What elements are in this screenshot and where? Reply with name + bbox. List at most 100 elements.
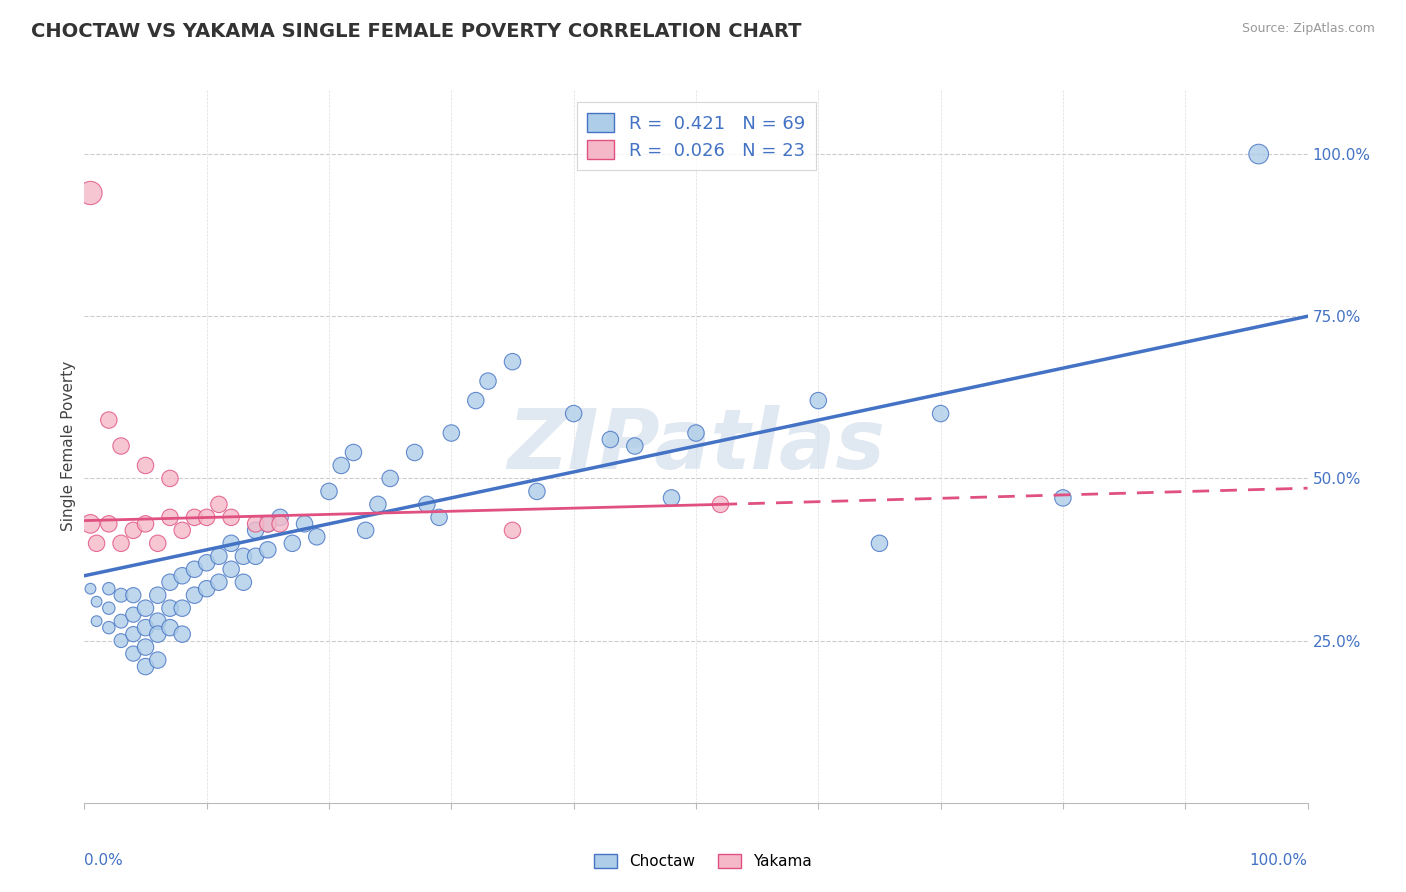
Point	[1247, 147, 1270, 161]
Point	[502, 524, 524, 538]
Point	[110, 588, 132, 602]
Point	[110, 614, 132, 628]
Point	[122, 588, 145, 602]
Text: ZIPatlas: ZIPatlas	[508, 406, 884, 486]
Point	[208, 549, 231, 564]
Point	[807, 393, 830, 408]
Point	[86, 595, 108, 609]
Point	[135, 601, 157, 615]
Point	[232, 575, 254, 590]
Point	[146, 627, 169, 641]
Point	[257, 516, 280, 531]
Point	[110, 536, 132, 550]
Point	[195, 556, 218, 570]
Point	[183, 510, 205, 524]
Point	[122, 524, 145, 538]
Point	[380, 471, 402, 485]
Legend: R =  0.421   N = 69, R =  0.026   N = 23: R = 0.421 N = 69, R = 0.026 N = 23	[576, 102, 815, 170]
Point	[110, 439, 132, 453]
Point	[416, 497, 439, 511]
Point	[159, 575, 181, 590]
Point	[97, 516, 120, 531]
Point	[477, 374, 499, 388]
Point	[146, 653, 169, 667]
Point	[208, 575, 231, 590]
Point	[624, 439, 647, 453]
Point	[86, 614, 108, 628]
Point	[219, 510, 242, 524]
Point	[427, 510, 450, 524]
Point	[159, 621, 181, 635]
Point	[929, 407, 952, 421]
Y-axis label: Single Female Poverty: Single Female Poverty	[60, 361, 76, 531]
Point	[146, 536, 169, 550]
Point	[709, 497, 731, 511]
Point	[97, 413, 120, 427]
Point	[342, 445, 364, 459]
Point	[122, 607, 145, 622]
Text: 100.0%: 100.0%	[1250, 853, 1308, 868]
Point	[232, 549, 254, 564]
Point	[245, 549, 267, 564]
Point	[146, 614, 169, 628]
Point	[135, 621, 157, 635]
Point	[183, 562, 205, 576]
Point	[869, 536, 891, 550]
Point	[97, 621, 120, 635]
Point	[86, 536, 108, 550]
Point	[159, 510, 181, 524]
Point	[183, 588, 205, 602]
Point	[208, 497, 231, 511]
Text: 0.0%: 0.0%	[84, 853, 124, 868]
Point	[562, 407, 585, 421]
Point	[97, 601, 120, 615]
Point	[195, 510, 218, 524]
Legend: Choctaw, Yakama: Choctaw, Yakama	[588, 848, 818, 875]
Point	[195, 582, 218, 596]
Point	[79, 516, 101, 531]
Point	[79, 186, 101, 200]
Point	[294, 516, 316, 531]
Point	[172, 627, 194, 641]
Point	[464, 393, 486, 408]
Point	[172, 524, 194, 538]
Point	[354, 524, 377, 538]
Point	[502, 354, 524, 368]
Point	[135, 458, 157, 473]
Point	[685, 425, 707, 440]
Point	[305, 530, 328, 544]
Point	[269, 516, 291, 531]
Point	[159, 471, 181, 485]
Point	[135, 659, 157, 673]
Point	[135, 640, 157, 654]
Point	[257, 542, 280, 557]
Point	[526, 484, 548, 499]
Point	[330, 458, 353, 473]
Point	[245, 524, 267, 538]
Point	[219, 536, 242, 550]
Point	[245, 516, 267, 531]
Point	[79, 582, 101, 596]
Point	[661, 491, 683, 505]
Point	[97, 582, 120, 596]
Point	[122, 627, 145, 641]
Point	[318, 484, 340, 499]
Point	[146, 588, 169, 602]
Point	[135, 516, 157, 531]
Point	[440, 425, 463, 440]
Point	[269, 510, 291, 524]
Point	[367, 497, 389, 511]
Point	[122, 647, 145, 661]
Point	[1052, 491, 1074, 505]
Text: CHOCTAW VS YAKAMA SINGLE FEMALE POVERTY CORRELATION CHART: CHOCTAW VS YAKAMA SINGLE FEMALE POVERTY …	[31, 22, 801, 41]
Point	[110, 633, 132, 648]
Point	[281, 536, 304, 550]
Point	[599, 433, 621, 447]
Point	[257, 516, 280, 531]
Point	[404, 445, 426, 459]
Point	[172, 568, 194, 582]
Point	[219, 562, 242, 576]
Text: Source: ZipAtlas.com: Source: ZipAtlas.com	[1241, 22, 1375, 36]
Point	[172, 601, 194, 615]
Point	[159, 601, 181, 615]
